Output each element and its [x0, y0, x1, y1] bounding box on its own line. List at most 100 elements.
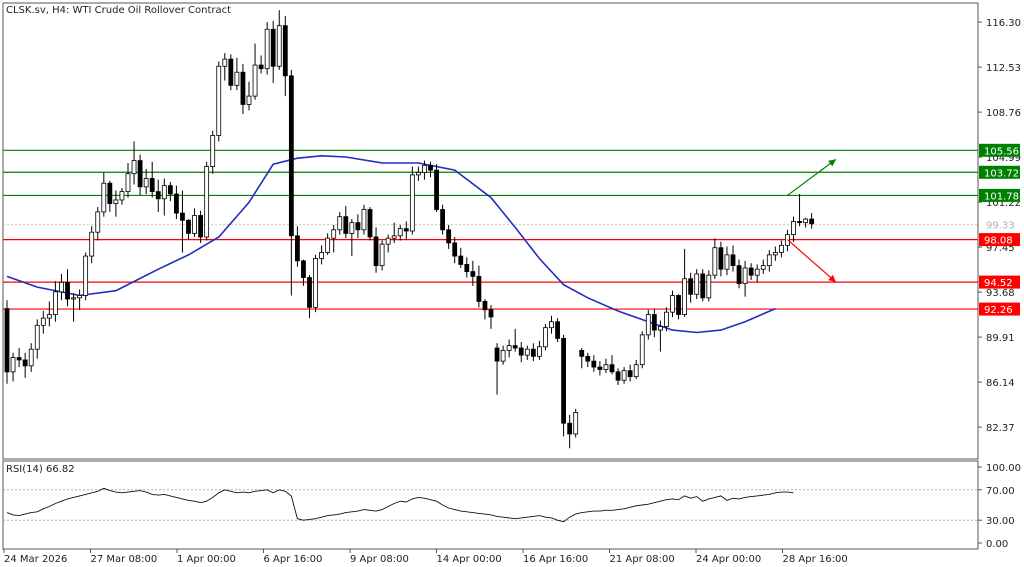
candle-body [633, 364, 639, 378]
level-price-text: 92.26 [984, 305, 1013, 316]
candle-body [367, 209, 373, 238]
candle-body [742, 267, 748, 284]
candle-body [16, 357, 22, 361]
candle-body [415, 172, 421, 176]
level-lines [3, 149, 978, 310]
price-axis: 116.30 112.53 108.76 104.99 101.22 97.45 93.68… [978, 18, 1021, 434]
level-price-box [979, 143, 1020, 157]
candles [4, 10, 815, 449]
candle-body [724, 254, 730, 270]
arrow-head [828, 274, 836, 283]
candle-body [204, 166, 210, 238]
rsi-indicator: 100.00 70.00 30.00 0.00 [3, 463, 1021, 550]
candle-body [518, 347, 524, 356]
y-tick-label: 97.45 [986, 243, 1015, 254]
candle-body [543, 327, 548, 348]
candle-body [712, 247, 718, 276]
candle-body [530, 348, 536, 357]
candle-body [561, 338, 566, 424]
candle-body [282, 25, 288, 77]
candle-body [258, 64, 264, 70]
arrow-shaft [787, 158, 837, 196]
candle-body [464, 264, 470, 272]
candle-body [506, 345, 512, 351]
candle-body [46, 314, 52, 319]
candle-body [355, 222, 361, 231]
candle-body [676, 295, 681, 315]
ma-line [6, 154, 776, 334]
current-price-label: 99.33 [986, 221, 1015, 232]
candle-body [83, 255, 89, 296]
level-price-text: 103.72 [984, 168, 1019, 179]
candle-body [579, 349, 585, 357]
chart-title: CLSK.sv, H4: WTI Crude Oil Rollover Cont… [6, 5, 231, 16]
candle-body [440, 209, 446, 231]
level-price-box [979, 233, 1020, 247]
level-price-box [979, 302, 1020, 316]
candle-body [294, 235, 300, 262]
candle-body [240, 71, 246, 105]
level-price-box [979, 165, 1020, 179]
candle-body [730, 254, 736, 267]
candle-body [167, 185, 173, 195]
candle-body [645, 314, 651, 336]
rsi-tick-label: 30.00 [986, 516, 1015, 527]
candle-body [658, 326, 663, 331]
candle-body [397, 228, 403, 237]
candle-body [119, 191, 125, 201]
candle-body [40, 317, 46, 326]
candle-body [343, 216, 349, 234]
candle-body [216, 65, 222, 136]
candle-body [791, 221, 796, 235]
candle-body [494, 347, 500, 362]
candle-body [252, 64, 258, 97]
candle-body [670, 295, 675, 313]
candle-body [222, 58, 228, 67]
candle-body [391, 235, 397, 239]
candle-body [264, 28, 270, 70]
candle-body [65, 281, 70, 300]
candle-body [694, 273, 700, 295]
candle-body [409, 174, 415, 232]
candle-body [591, 360, 597, 368]
candle-body [34, 324, 40, 350]
rsi-panel-frame [2, 460, 979, 550]
candle-body [101, 182, 107, 213]
x-tick-label: 24 Mar 2026 [4, 554, 67, 565]
candle-body [186, 219, 191, 234]
candle-body [706, 274, 712, 299]
candle-body [597, 366, 603, 370]
candle-body [337, 216, 343, 231]
candle-body [809, 218, 815, 225]
time-axis: 24 Mar 2026 27 Mar 08:00 1 Apr 00:00 6 Apr … [3, 549, 848, 565]
candle-body [331, 229, 337, 239]
candle-body [313, 258, 318, 308]
x-tick-label: 27 Mar 08:00 [91, 554, 158, 565]
rsi-tick-label: 70.00 [986, 486, 1015, 497]
candle-body [59, 281, 64, 293]
candle-body [113, 199, 119, 204]
candle-body [779, 244, 784, 253]
projection-arrows [787, 158, 837, 283]
candle-body [385, 237, 391, 245]
candle-body [549, 321, 554, 329]
candle-body [307, 277, 312, 308]
candle-body [688, 278, 694, 295]
candle-body [180, 212, 185, 221]
arrow-head [828, 159, 836, 167]
candle-body [682, 278, 687, 315]
candle-body [155, 191, 161, 200]
candle-body [736, 265, 742, 284]
candle-body [422, 164, 427, 173]
candle-body [639, 334, 645, 366]
candle-body [476, 275, 482, 302]
y-tick-label: 112.53 [986, 63, 1021, 74]
candle-body [500, 349, 506, 362]
candle-body [567, 422, 573, 435]
candle-body [77, 295, 82, 299]
level-price-text: 98.08 [984, 236, 1013, 247]
candle-body [403, 228, 409, 232]
candle-body [621, 370, 627, 381]
candle-body [301, 260, 306, 278]
candle-body [361, 209, 367, 231]
